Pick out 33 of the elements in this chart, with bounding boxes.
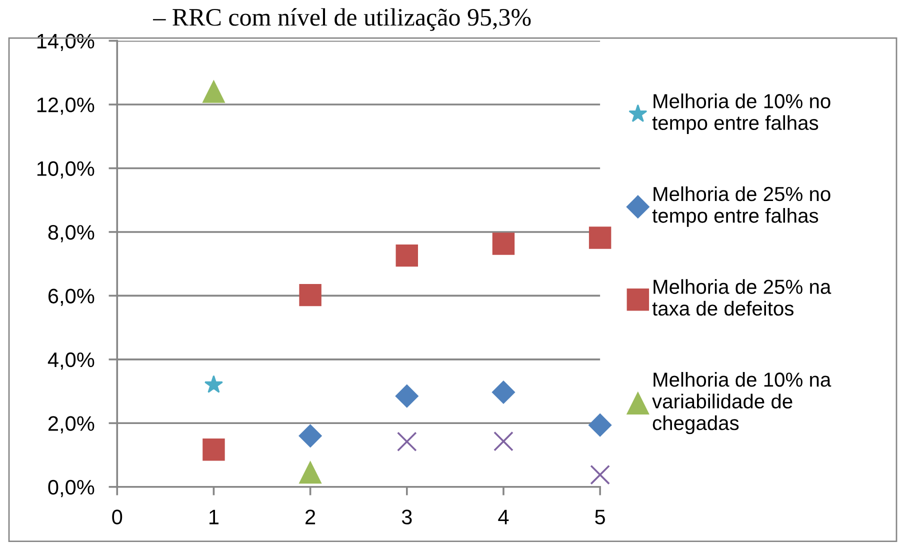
point: [492, 232, 515, 255]
point: [396, 244, 418, 267]
y-tick-label: 10,0%: [37, 161, 94, 178]
legend-label: Melhoria de 25% na taxa de defeitos: [652, 279, 832, 316]
point: [396, 432, 417, 452]
x-tick-label: 3: [402, 510, 412, 524]
point: [492, 380, 515, 404]
legend-label: Melhoria de 10% na variabilidade de chegadas: [652, 372, 832, 434]
x-tick-label: 4: [498, 510, 509, 524]
y-tick-label: 8,0%: [48, 224, 94, 242]
point: [588, 414, 612, 437]
point: [298, 424, 322, 448]
point: [494, 431, 514, 452]
y-tick-label: 12,0%: [37, 98, 94, 115]
y-tick-label: 0,0%: [48, 480, 94, 498]
point: [395, 384, 418, 408]
chart-title: – RRC com nível de utilização 95,3%: [153, 8, 531, 31]
x-tick-label: 2: [306, 510, 316, 524]
x-tick-label: 1: [210, 510, 218, 524]
legend-label: Melhoria de 25% no tempo entre falhas: [652, 186, 830, 227]
y-tick-label: 4,0%: [48, 352, 94, 370]
point: [202, 80, 225, 103]
y-tick-label: 6,0%: [48, 288, 94, 306]
point: [299, 461, 322, 484]
point: [202, 438, 225, 461]
legend-label: Melhoria de 10% no tempo entre falhas: [652, 94, 830, 134]
point: [299, 284, 322, 306]
y-tick-label: 2,0%: [48, 416, 94, 434]
x-tick-label: 0: [112, 510, 122, 524]
point: [588, 226, 612, 249]
point: [204, 375, 223, 393]
x-tick-label: 5: [595, 510, 605, 524]
point: [590, 464, 610, 485]
